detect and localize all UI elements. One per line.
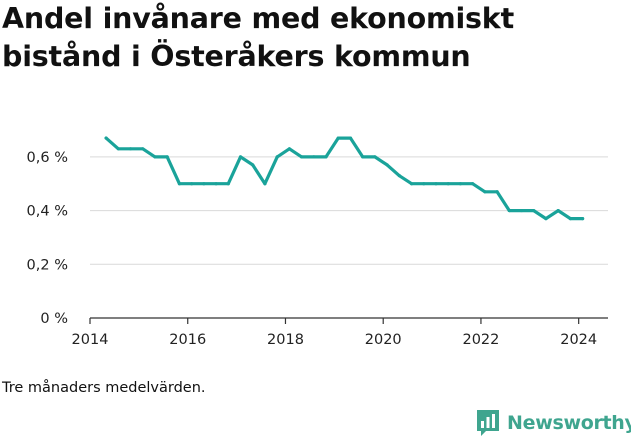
brand-name: Newsworthy <box>507 412 631 434</box>
data-point <box>190 182 194 186</box>
data-point <box>519 208 524 213</box>
y-axis-tick-labels: 0 % 0,2 % 0,4 % 0,6 % <box>27 150 68 327</box>
data-point <box>422 182 426 186</box>
y-tick-label: 0,6 % <box>27 150 68 166</box>
x-tick-label: 2016 <box>169 332 206 348</box>
data-point <box>471 182 475 186</box>
y-tick-label: 0,2 % <box>27 257 68 273</box>
data-point <box>128 147 133 151</box>
data-point <box>214 182 218 186</box>
data-point <box>165 155 169 159</box>
data-point <box>361 155 365 159</box>
x-tick-label: 2022 <box>462 332 499 348</box>
data-point <box>385 163 389 167</box>
data-point <box>348 136 353 140</box>
chart-caption: Tre månaders medelvärden. <box>2 380 206 396</box>
y-tick-label: 0,4 % <box>27 204 68 220</box>
data-point <box>141 147 145 151</box>
data-point <box>312 155 316 159</box>
data-point <box>287 147 291 151</box>
data-point <box>544 217 548 221</box>
data-point <box>153 155 157 159</box>
data-point <box>434 182 438 186</box>
data-point <box>409 182 414 186</box>
data-point <box>336 136 340 140</box>
y-tick-label: 0 % <box>40 311 68 327</box>
x-axis <box>89 317 608 324</box>
x-tick-label: 2018 <box>267 332 304 348</box>
chart-title: Andel invånare med ekonomiskt bistånd i … <box>2 0 622 76</box>
data-point <box>226 182 230 186</box>
data-point <box>299 155 304 159</box>
data-point <box>251 163 255 167</box>
data-point <box>324 155 328 159</box>
data-point <box>104 136 108 140</box>
data-point <box>275 155 279 159</box>
chart-title-line-1: Andel invånare med ekonomiskt <box>2 2 514 35</box>
data-point <box>116 147 120 151</box>
data-point <box>202 182 206 186</box>
data-point <box>568 217 572 221</box>
data-point <box>397 174 401 178</box>
data-point <box>238 155 243 159</box>
data-point <box>483 190 487 194</box>
data-point <box>507 208 511 213</box>
x-tick-label: 2020 <box>365 332 402 348</box>
series-layer <box>104 136 585 221</box>
chart-title-line-2: bistånd i Österåkers kommun <box>2 40 471 73</box>
data-point <box>556 208 560 213</box>
x-tick-label: 2024 <box>560 332 597 348</box>
data-point <box>495 190 499 194</box>
data-point <box>532 208 536 213</box>
data-point <box>177 182 182 186</box>
data-point <box>263 182 267 186</box>
x-tick-label: 2014 <box>72 332 109 348</box>
bar-chart-logo-icon <box>477 410 499 436</box>
data-point <box>580 217 585 221</box>
data-point <box>458 182 463 186</box>
series-line <box>104 136 585 221</box>
data-point <box>373 155 377 159</box>
data-point <box>446 182 450 186</box>
x-axis-tick-labels: 2014 2016 2018 2020 2022 2024 <box>72 332 598 348</box>
newsworthy-logo: Newsworthy <box>475 407 631 439</box>
